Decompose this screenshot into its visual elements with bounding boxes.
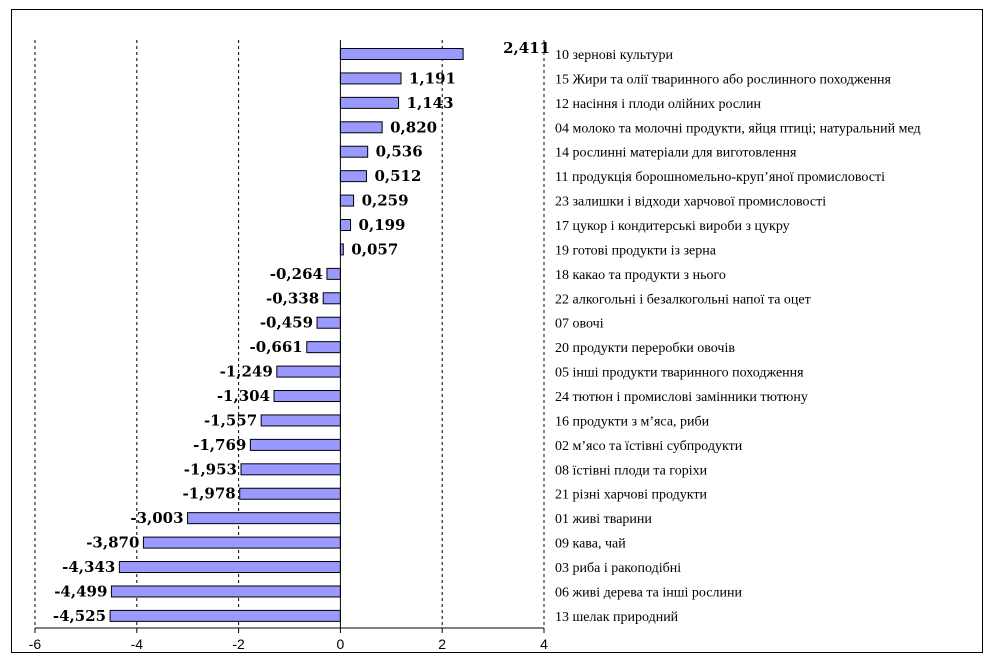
value-label-11: -0,338: [266, 289, 319, 307]
bar-23: [110, 585, 341, 598]
bar-18: [240, 463, 341, 476]
category-label-21: 09 кава, чай: [555, 537, 626, 552]
bar-8: [339, 219, 352, 232]
category-label-3: 12 насіння і плоди олійних рослин: [555, 97, 762, 112]
category-label-17: 02 м’ясо та їстівні субпродукти: [555, 439, 743, 454]
category-label-7: 23 залишки і відходи харчової промислово…: [555, 195, 826, 210]
category-label-19: 21 різні харчові продукти: [555, 488, 707, 503]
category-label-2: 15 Жири та олії тваринного або рослинног…: [555, 72, 892, 87]
category-label-6: 11 продукція борошномельно-круп’яної про…: [555, 170, 885, 185]
category-label-16: 16 продукти з м’яса, риби: [555, 414, 710, 429]
value-label-16: -1,557: [204, 411, 257, 429]
x-tick-label--4: -4: [131, 636, 144, 652]
x-tick-label-0: 0: [337, 636, 345, 652]
value-label-23: -4,499: [54, 582, 107, 600]
bar-17: [249, 438, 341, 451]
bar-10: [326, 267, 341, 280]
x-tick-label--6: -6: [29, 636, 42, 652]
category-label-11: 22 алкогольні і безалкогольні напої та о…: [555, 292, 811, 307]
x-tick-label--2: -2: [232, 636, 245, 652]
category-labels: 10 зернові культури 15 Жири та олії твари…: [555, 48, 921, 625]
value-label-20: -3,003: [130, 509, 183, 527]
bar-16: [260, 414, 341, 427]
category-label-10: 18 какао та продукти з нього: [555, 268, 726, 283]
value-label-3: 1,143: [407, 94, 454, 112]
category-label-18: 08 їстівні плоди та горіхи: [555, 463, 708, 478]
bar-14: [276, 365, 341, 378]
category-label-14: 05 інші продукти тваринного походження: [555, 366, 804, 381]
bars: [109, 48, 464, 622]
value-label-9: 0,057: [351, 240, 398, 258]
category-label-1: 10 зернові культури: [555, 48, 673, 63]
category-label-8: 17 цукор і кондитерські вироби з цукру: [555, 219, 790, 234]
bar-5: [339, 145, 369, 158]
category-label-15: 24 тютюн і промислові замінники тютюну: [555, 390, 808, 405]
value-labels: 2,411 1,191 1,143 0,820 0,536 0,512 0,259 0,199…: [53, 39, 550, 625]
value-label-17: -1,769: [193, 436, 246, 454]
value-label-19: -1,978: [183, 485, 236, 503]
bar-20: [187, 512, 341, 525]
value-label-22: -4,343: [62, 558, 115, 576]
value-label-8: 0,199: [359, 216, 406, 234]
value-label-5: 0,536: [376, 143, 423, 161]
category-label-24: 13 шелак природний: [555, 610, 679, 625]
x-axis: -6 -4 -2 0 2 4: [29, 40, 548, 652]
x-tick-label-4: 4: [540, 636, 548, 652]
bar-13: [306, 341, 341, 354]
bar-22: [118, 561, 341, 574]
grid-lines: [34, 40, 545, 628]
category-label-20: 01 живі тварини: [555, 512, 652, 527]
value-label-4: 0,820: [390, 118, 437, 136]
bar-12: [316, 316, 341, 329]
value-label-24: -4,525: [53, 607, 106, 625]
bar-11: [322, 292, 341, 305]
value-label-12: -0,459: [260, 314, 313, 332]
value-label-15: -1,304: [217, 387, 270, 405]
bar-21: [142, 536, 341, 549]
category-label-23: 06 живі дерева та інші рослини: [555, 585, 742, 600]
category-label-5: 14 рослинні матеріали для виготовлення: [555, 146, 797, 161]
x-tick-label-2: 2: [438, 636, 446, 652]
bar-chart: -6 -4 -2 0 2 4 2,411 1,191 1,143 0,820 0,536 0,512…: [29, 39, 921, 652]
category-label-12: 07 овочі: [555, 317, 604, 332]
bar-15: [273, 390, 341, 403]
category-label-13: 20 продукти переробки овочів: [555, 341, 735, 356]
value-label-10: -0,264: [270, 265, 323, 283]
value-label-18: -1,953: [184, 460, 237, 478]
bar-3: [339, 96, 400, 109]
bar-7: [339, 194, 355, 207]
bar-4: [339, 121, 383, 134]
value-label-6: 0,512: [374, 167, 421, 185]
bar-19: [239, 487, 341, 500]
category-label-4: 04 молоко та молочні продукти, яйця птиц…: [555, 121, 921, 136]
value-label-1: 2,411: [503, 39, 550, 57]
category-label-22: 03 риба і ракоподібні: [555, 561, 681, 576]
bar-1: [339, 48, 464, 60]
chart-frame: -6 -4 -2 0 2 4 2,411 1,191 1,143 0,820 0,536 0,512…: [11, 9, 983, 653]
category-label-9: 19 готові продукти із зерна: [555, 243, 717, 258]
value-label-13: -0,661: [250, 338, 303, 356]
value-label-7: 0,259: [362, 192, 409, 210]
bar-2: [339, 72, 402, 85]
bar-24: [109, 609, 341, 622]
value-label-14: -1,249: [220, 363, 273, 381]
bar-6: [339, 170, 367, 183]
value-label-21: -3,870: [86, 534, 139, 552]
value-label-2: 1,191: [409, 69, 456, 87]
